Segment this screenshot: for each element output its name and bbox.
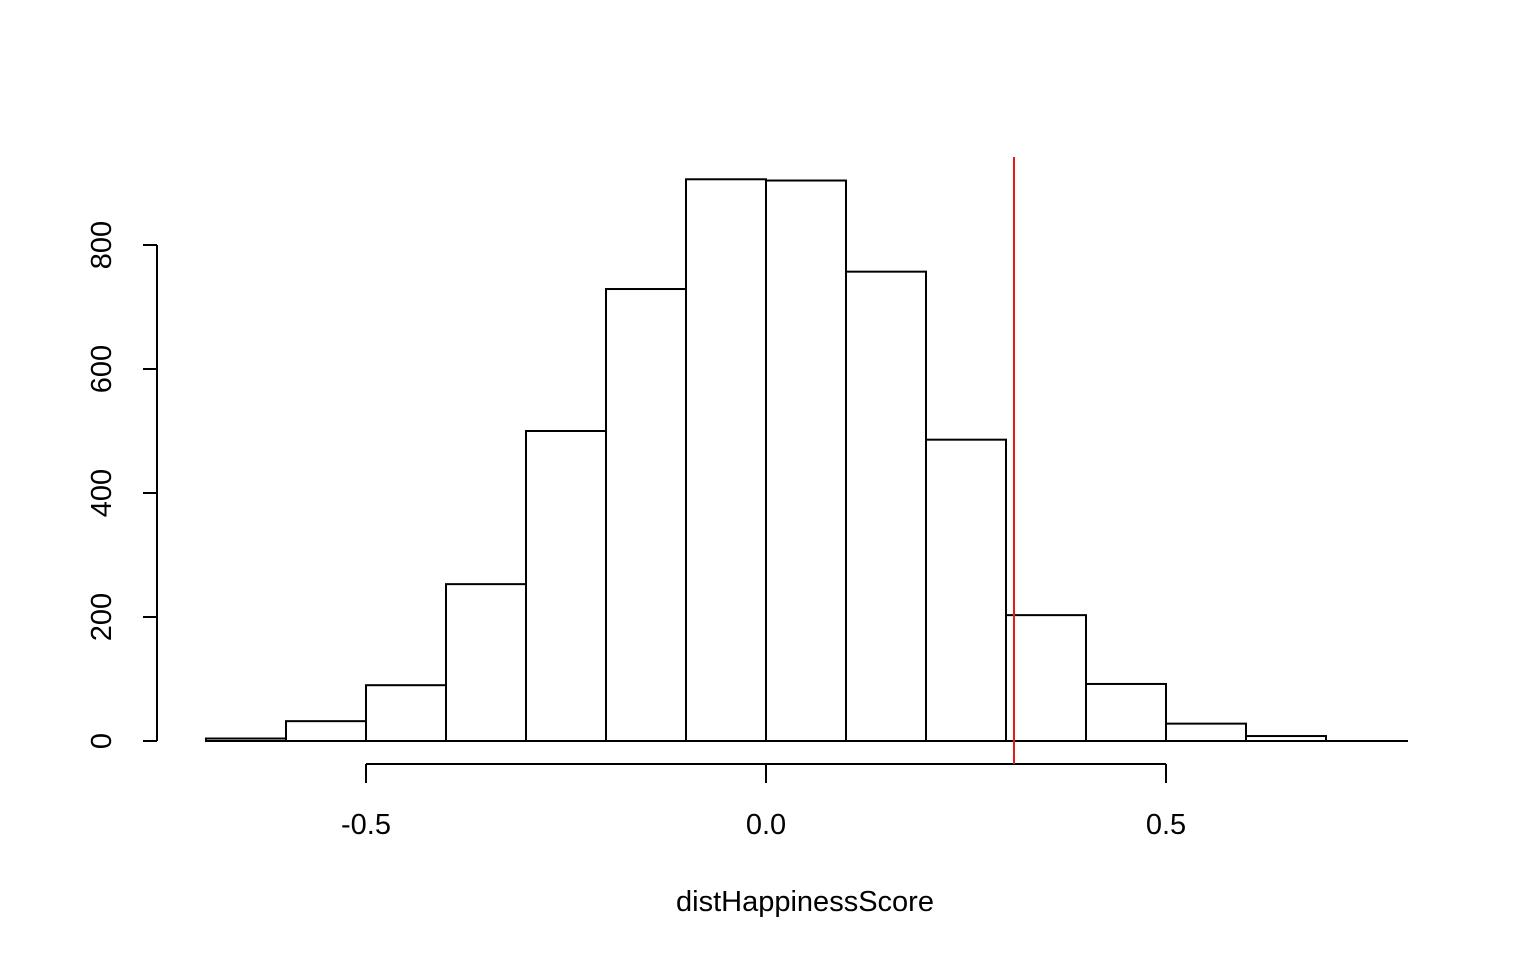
histogram-bar <box>1085 682 1167 743</box>
y-tick-label: 600 <box>86 345 118 393</box>
histogram-bar <box>685 178 767 742</box>
y-tick-label: 800 <box>86 221 118 269</box>
y-axis: 0 200 400 600 800 <box>86 221 158 749</box>
histogram-bar <box>1005 614 1087 743</box>
x-tick-label: 0.5 <box>1146 809 1186 841</box>
histogram-bar <box>525 430 607 742</box>
histogram-bar <box>365 684 447 743</box>
y-tick-label: 200 <box>86 593 118 641</box>
histogram-bar <box>925 438 1007 742</box>
y-tick-label: 0 <box>86 733 118 749</box>
x-tick-label: -0.5 <box>341 809 391 841</box>
y-tick-label: 400 <box>86 469 118 517</box>
histogram-bars <box>205 178 1408 743</box>
x-tick-label: 0.0 <box>746 809 786 841</box>
histogram-bar <box>1165 722 1247 743</box>
histogram-bar <box>445 583 527 743</box>
histogram-bar <box>765 179 847 742</box>
x-axis: -0.5 0.0 0.5 <box>341 763 1186 841</box>
x-axis-title: distHappinessScore <box>676 886 934 918</box>
histogram-bar <box>285 720 367 742</box>
histogram-bar <box>845 270 927 742</box>
histogram-bar <box>605 288 687 742</box>
